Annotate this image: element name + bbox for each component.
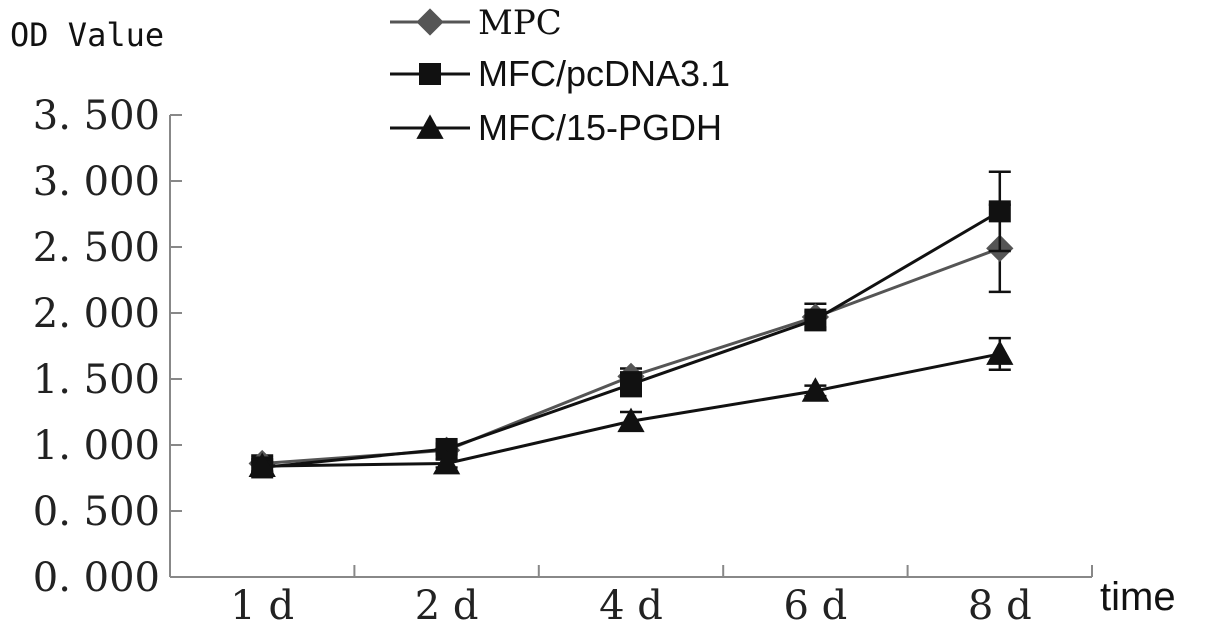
- data-point: [801, 377, 830, 402]
- data-point: [617, 407, 645, 433]
- x-tick-label: 6 d: [784, 583, 848, 629]
- y-tick-label: 3. 500: [33, 93, 160, 139]
- data-point: [248, 452, 276, 478]
- legend-marker: [416, 114, 444, 139]
- x-tick-label: 1 d: [230, 583, 294, 629]
- y-axis-label: OD Value: [10, 16, 164, 54]
- x-tick-label: 4 d: [599, 583, 663, 629]
- data-point: [988, 200, 1011, 223]
- legend-label: MFC/pcDNA3.1: [478, 53, 730, 94]
- y-tick-label: 0. 000: [33, 555, 160, 601]
- data-point: [620, 373, 642, 396]
- x-axis-label: time: [1100, 575, 1176, 619]
- data-point: [986, 340, 1014, 365]
- y-tick-label: 3. 000: [33, 159, 160, 205]
- y-tick-label: 1. 000: [33, 423, 160, 469]
- legend: MPC MFC/pcDNA3.1 MFC/15-PGDH: [390, 3, 730, 148]
- legend-label: MFC/15-PGDH: [478, 107, 722, 148]
- legend-marker: [419, 63, 441, 85]
- tick-labels: 0. 000 0. 500 1. 000 1. 500 2. 000 2. 500 3. 0…: [33, 93, 1032, 629]
- series-1: [251, 170, 1011, 479]
- data-point: [435, 437, 458, 460]
- x-tick-label: 2 d: [415, 583, 479, 629]
- axes: [169, 114, 1093, 578]
- legend-label: MPC: [478, 3, 562, 43]
- series-layer: [248, 170, 1014, 479]
- series-0: [248, 203, 1014, 478]
- y-tick-label: 2. 500: [33, 225, 160, 271]
- x-tick-label: 8 d: [968, 583, 1032, 629]
- y-tick-label: 1. 500: [33, 357, 160, 403]
- data-point: [432, 449, 461, 475]
- data-point: [804, 308, 827, 331]
- legend-marker: [416, 8, 444, 36]
- y-tick-label: 0. 500: [33, 489, 160, 535]
- series-2: [248, 336, 1014, 478]
- y-tick-label: 2. 000: [33, 291, 160, 337]
